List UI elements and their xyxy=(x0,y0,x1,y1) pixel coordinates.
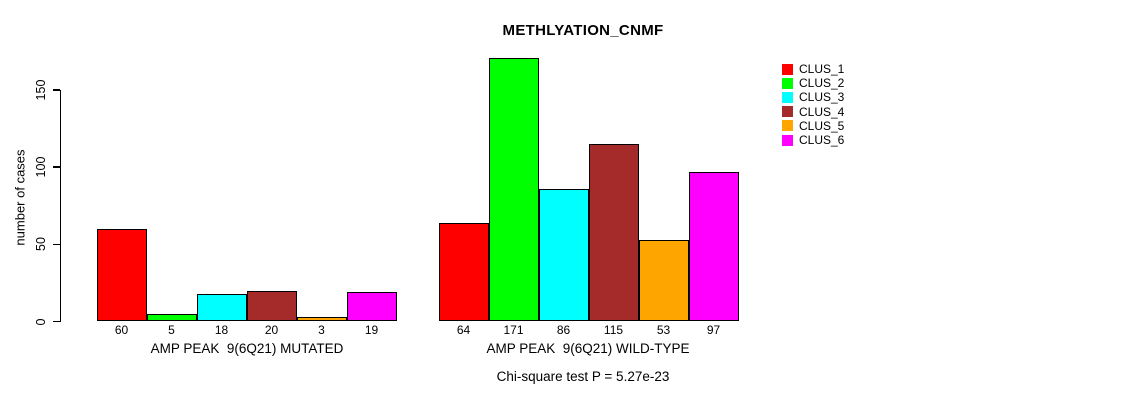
bar-CLUS_6-0 xyxy=(346,292,397,322)
legend-item-CLUS_6: CLUS_6 xyxy=(782,133,844,147)
legend-label-CLUS_3: CLUS_3 xyxy=(799,90,845,105)
y-axis-line xyxy=(59,89,61,322)
legend-label-CLUS_6: CLUS_6 xyxy=(799,133,845,148)
legend-item-CLUS_2: CLUS_2 xyxy=(782,76,844,90)
legend-swatch-CLUS_6 xyxy=(782,134,793,146)
bar-value-label-CLUS_5-1: 53 xyxy=(656,323,671,337)
legend: CLUS_1 CLUS_2 CLUS_3 CLUS_4 CLUS_5 CLUS_6 xyxy=(782,62,844,147)
bar-CLUS_4-0 xyxy=(246,290,297,322)
bar-CLUS_1-0 xyxy=(96,228,147,322)
bar-CLUS_5-0 xyxy=(296,316,347,322)
bar-CLUS_3-0 xyxy=(196,293,247,322)
y-axis-tick-label: 50 xyxy=(34,237,48,252)
legend-label-CLUS_5: CLUS_5 xyxy=(799,118,845,133)
bar-value-label-CLUS_2-1: 171 xyxy=(503,323,524,337)
chi-square-caption: Chi-square test P = 5.27e-23 xyxy=(496,369,670,384)
legend-swatch-CLUS_5 xyxy=(782,120,793,132)
y-axis-tick xyxy=(53,166,60,168)
legend-item-CLUS_5: CLUS_5 xyxy=(782,119,844,133)
legend-swatch-CLUS_3 xyxy=(782,91,793,103)
bar-value-label-CLUS_4-0: 20 xyxy=(264,323,279,337)
bar-CLUS_6-1 xyxy=(688,171,739,322)
bar-CLUS_2-1 xyxy=(488,57,539,322)
group-label-mutated: AMP PEAK 9(6Q21) MUTATED xyxy=(150,341,344,356)
legend-swatch-CLUS_4 xyxy=(782,106,793,118)
y-axis-tick-label: 100 xyxy=(34,156,48,178)
bar-CLUS_4-1 xyxy=(588,144,639,322)
bar-value-label-CLUS_1-1: 64 xyxy=(456,323,471,337)
bar-value-label-CLUS_5-0: 3 xyxy=(318,323,325,337)
bar-CLUS_1-1 xyxy=(438,222,489,322)
bar-CLUS_2-0 xyxy=(146,313,197,322)
y-axis-tick xyxy=(53,243,60,246)
y-axis-tick xyxy=(53,320,60,323)
bar-CLUS_3-1 xyxy=(538,188,589,322)
legend-label-CLUS_4: CLUS_4 xyxy=(799,104,845,119)
bar-value-label-CLUS_6-1: 97 xyxy=(706,323,721,337)
y-axis-tick-label: 0 xyxy=(34,318,48,325)
y-axis-tick-label: 150 xyxy=(34,79,48,101)
legend-item-CLUS_1: CLUS_1 xyxy=(782,62,844,76)
legend-item-CLUS_3: CLUS_3 xyxy=(782,90,844,104)
legend-label-CLUS_2: CLUS_2 xyxy=(799,76,845,91)
legend-swatch-CLUS_1 xyxy=(782,63,793,75)
bar-CLUS_5-1 xyxy=(638,239,689,322)
bar-value-label-CLUS_1-0: 60 xyxy=(114,323,129,337)
y-axis-label: number of cases xyxy=(12,149,28,246)
legend-label-CLUS_1: CLUS_1 xyxy=(799,62,845,77)
bar-value-label-CLUS_6-0: 19 xyxy=(364,323,379,337)
y-axis-tick xyxy=(53,89,60,91)
legend-swatch-CLUS_2 xyxy=(782,77,793,89)
bar-value-label-CLUS_3-1: 86 xyxy=(556,323,571,337)
legend-item-CLUS_4: CLUS_4 xyxy=(782,105,844,119)
bar-value-label-CLUS_3-0: 18 xyxy=(214,323,229,337)
chart-title: METHLYATION_CNMF xyxy=(502,22,664,39)
bar-value-label-CLUS_4-1: 115 xyxy=(603,323,624,337)
group-label-wild-type: AMP PEAK 9(6Q21) WILD-TYPE xyxy=(486,341,690,356)
bar-value-label-CLUS_2-0: 5 xyxy=(168,323,175,337)
